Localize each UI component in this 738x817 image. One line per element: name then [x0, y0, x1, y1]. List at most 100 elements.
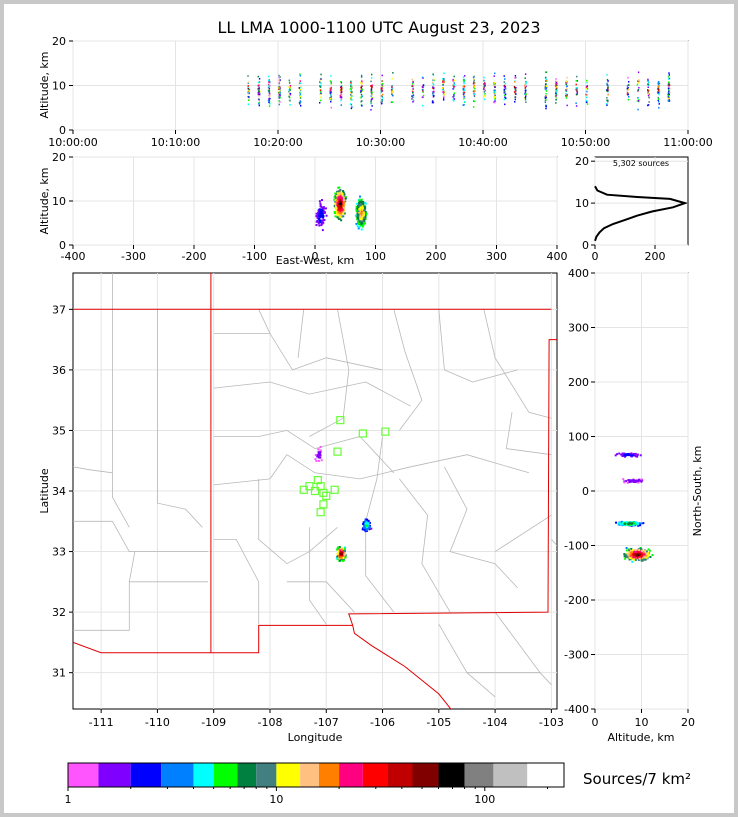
source-point — [443, 95, 445, 98]
source-point — [493, 75, 495, 77]
source-point — [370, 77, 373, 79]
source-point — [299, 80, 301, 82]
source-point — [320, 459, 323, 462]
source-point — [631, 551, 634, 554]
east-west-ylabel: Altitude, km — [38, 167, 51, 234]
county-lines — [73, 273, 557, 698]
source-point — [315, 215, 318, 218]
source-point — [320, 82, 322, 85]
source-point — [361, 95, 363, 98]
source-point — [411, 83, 414, 85]
altitude-tick-label: 20 — [681, 716, 695, 729]
source-point — [330, 98, 333, 101]
source-point — [629, 557, 632, 560]
source-point — [381, 74, 383, 77]
source-point — [462, 79, 465, 82]
source-point — [642, 558, 645, 561]
source-point — [626, 556, 629, 559]
source-point — [452, 99, 454, 101]
source-point — [432, 94, 434, 96]
source-point — [566, 93, 568, 96]
source-point — [636, 453, 639, 456]
source-point — [365, 212, 368, 215]
plan-view-ylabel: Latitude — [38, 468, 51, 514]
source-point — [360, 219, 363, 222]
source-point — [462, 76, 465, 78]
source-point — [365, 521, 368, 524]
colorbar-cell — [387, 763, 413, 787]
source-point — [337, 186, 340, 189]
source-point — [317, 209, 320, 212]
source-point — [545, 107, 547, 110]
source-point — [647, 104, 650, 106]
source-point — [329, 97, 332, 100]
altitude-tick-label: 0 — [59, 124, 66, 137]
source-point — [668, 85, 670, 88]
source-point — [625, 549, 628, 552]
source-point — [370, 85, 372, 87]
source-point — [504, 96, 506, 99]
source-point — [483, 85, 486, 88]
source-point — [627, 76, 629, 79]
source-point — [586, 85, 588, 87]
source-point — [627, 87, 629, 89]
source-point — [360, 82, 362, 84]
source-point — [340, 99, 342, 102]
source-point — [640, 548, 643, 551]
source-point — [634, 551, 637, 554]
source-point — [340, 91, 342, 94]
source-point — [432, 96, 435, 98]
source-point — [333, 212, 336, 215]
station-marker — [310, 486, 320, 496]
source-point — [472, 91, 475, 94]
source-point — [576, 91, 579, 93]
source-point — [463, 79, 466, 82]
source-point — [504, 86, 506, 88]
source-point — [359, 215, 362, 218]
source-point — [381, 84, 383, 86]
source-point — [321, 199, 324, 202]
source-point — [637, 479, 640, 482]
source-point — [391, 89, 393, 91]
source-point — [630, 547, 633, 550]
source-point — [336, 192, 339, 195]
source-count: 5,302 sources — [613, 159, 669, 168]
source-point — [412, 91, 414, 94]
source-point — [576, 75, 578, 78]
source-point — [342, 558, 345, 561]
source-point — [432, 84, 435, 87]
source-point — [411, 85, 413, 88]
source-point — [472, 90, 475, 93]
source-point — [463, 82, 465, 85]
north-south-panel: 0 10 20 -400 -300 -200 -100 0 100 200 300 400 Altit… — [564, 267, 704, 744]
source-point — [350, 96, 353, 98]
source-point — [351, 91, 353, 94]
source-point — [319, 451, 322, 454]
source-point — [359, 204, 362, 207]
source-point — [493, 89, 495, 92]
source-point — [364, 218, 367, 221]
source-point — [299, 95, 302, 98]
source-point — [258, 84, 260, 87]
source-point — [392, 94, 394, 97]
source-point — [648, 93, 650, 95]
source-point — [463, 95, 465, 98]
source-point — [343, 193, 346, 196]
time-height-ylabel: Altitude, km — [38, 51, 51, 118]
source-point — [616, 453, 619, 456]
source-point — [463, 90, 465, 93]
source-point — [565, 80, 568, 83]
source-point — [364, 210, 367, 213]
source-point — [319, 456, 322, 459]
source-point — [555, 99, 557, 101]
source-point — [380, 87, 383, 90]
source-point — [606, 78, 609, 81]
source-point — [483, 79, 485, 82]
source-point — [494, 97, 496, 100]
source-point — [340, 209, 343, 212]
county-line — [213, 539, 260, 625]
source-point — [494, 100, 496, 102]
source-point — [668, 74, 671, 76]
source-point — [391, 90, 393, 93]
source-point — [357, 210, 360, 213]
